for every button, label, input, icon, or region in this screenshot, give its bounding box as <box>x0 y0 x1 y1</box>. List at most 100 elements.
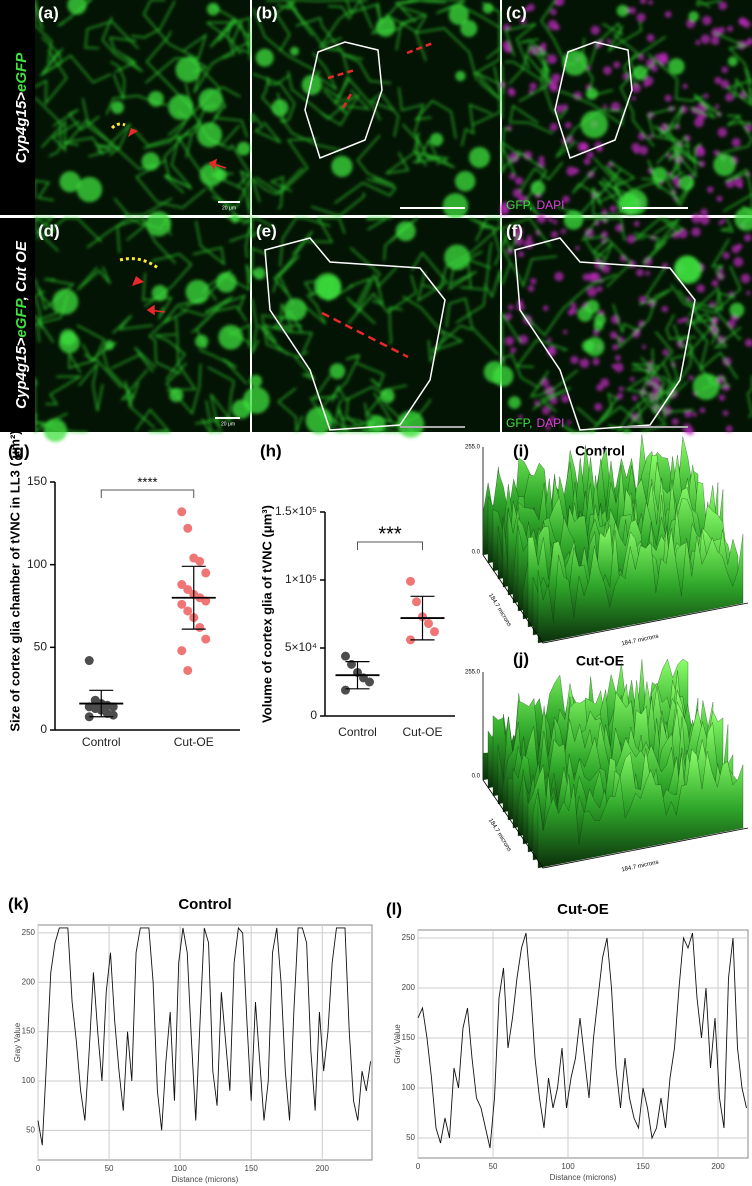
membrane <box>733 77 752 105</box>
y-tick-label: 150 <box>27 474 47 488</box>
nucleus <box>616 392 624 400</box>
nucleus <box>662 349 669 356</box>
nucleus <box>718 26 726 34</box>
x-tick-label: 100 <box>561 1162 575 1171</box>
data-line <box>417 932 747 1149</box>
membrane <box>501 311 522 366</box>
nucleus <box>527 285 535 292</box>
membrane <box>460 103 492 147</box>
membrane <box>608 404 648 433</box>
micrograph-content <box>499 0 752 217</box>
nucleus <box>514 176 523 185</box>
membrane <box>251 217 275 239</box>
membrane <box>252 73 296 123</box>
panel-label: (a) <box>38 3 59 22</box>
micrograph <box>250 0 501 219</box>
membrane <box>468 217 501 266</box>
membrane <box>76 266 111 291</box>
nucleus <box>613 61 621 69</box>
membrane <box>222 17 251 59</box>
cell-body <box>43 418 68 442</box>
cell-body <box>253 267 266 280</box>
nucleus <box>609 331 618 339</box>
nucleus <box>596 286 603 293</box>
nucleus <box>514 237 524 246</box>
nucleus <box>565 135 574 144</box>
cell-body <box>284 298 307 321</box>
cell-body <box>199 163 223 187</box>
nucleus <box>721 66 728 74</box>
nucleus <box>744 234 752 242</box>
nucleus <box>562 104 569 110</box>
nucleus <box>542 305 549 311</box>
membrane <box>726 114 752 126</box>
row-label-bar <box>0 218 35 432</box>
membrane <box>279 303 293 332</box>
micrograph-content <box>34 0 251 216</box>
nucleus <box>733 177 743 187</box>
membrane <box>356 266 398 313</box>
significance-label: **** <box>137 474 157 489</box>
nucleus <box>564 121 572 129</box>
nucleus <box>554 271 564 282</box>
data-point <box>201 596 211 606</box>
data-point <box>177 507 187 517</box>
nucleus <box>631 83 641 93</box>
panel-label: (k) <box>8 894 29 913</box>
membrane <box>365 217 393 231</box>
cell-body <box>673 255 701 282</box>
membrane <box>619 66 655 147</box>
y-tick-label: 50 <box>34 640 48 654</box>
membrane <box>647 159 679 200</box>
nucleus <box>602 104 608 109</box>
membrane <box>130 0 176 39</box>
surface-zmin: 0.0 <box>472 774 481 780</box>
row-label-bar <box>0 0 35 215</box>
panel-label: (d) <box>38 221 60 240</box>
nucleus <box>638 145 648 155</box>
nucleus <box>583 158 591 165</box>
nucleus <box>645 270 650 276</box>
measure-line <box>327 68 356 80</box>
membrane <box>34 49 68 106</box>
nucleus <box>612 344 619 351</box>
membrane <box>145 30 194 111</box>
x-tick-label: Control <box>338 725 377 739</box>
row-label: Cyp4g15>eGFP, Cut OE <box>13 240 30 409</box>
cell-body <box>58 332 80 354</box>
membrane <box>322 75 381 121</box>
membrane <box>261 314 297 358</box>
nucleus <box>518 195 527 204</box>
cell-body <box>59 171 81 193</box>
membrane <box>412 154 455 169</box>
nucleus <box>692 412 698 417</box>
nucleus <box>695 40 701 46</box>
y-tick-label: 200 <box>402 983 416 992</box>
membrane <box>207 366 235 423</box>
membrane <box>318 9 353 52</box>
membrane <box>229 225 251 259</box>
membrane <box>45 375 83 405</box>
surface-ridge <box>537 748 744 869</box>
nucleus <box>538 155 545 162</box>
membrane <box>135 159 207 209</box>
membrane <box>645 267 672 303</box>
membrane <box>483 269 501 299</box>
cell-body <box>651 166 668 183</box>
membrane <box>607 21 643 52</box>
data-point <box>201 568 211 578</box>
membrane <box>192 220 226 266</box>
y-tick-label: 1.5×10⁵ <box>275 504 317 518</box>
membrane <box>208 137 251 188</box>
cell-body <box>688 11 699 22</box>
y-tick-label: 150 <box>402 1033 416 1042</box>
nucleus <box>601 264 611 274</box>
membrane <box>653 125 702 166</box>
membrane <box>341 52 392 84</box>
membrane <box>287 70 353 120</box>
membrane <box>309 375 339 419</box>
membrane <box>365 384 407 423</box>
nucleus <box>672 176 681 185</box>
membrane <box>398 87 430 160</box>
membrane <box>52 216 102 243</box>
